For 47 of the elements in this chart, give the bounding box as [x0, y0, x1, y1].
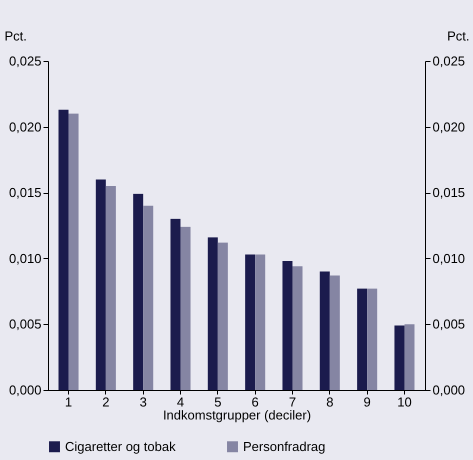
- bar: [404, 324, 414, 390]
- x-tick-label: 5: [214, 394, 222, 410]
- y-tick-label: 0,000: [8, 382, 42, 398]
- bar: [180, 226, 191, 390]
- bar: [208, 237, 218, 390]
- bar: [58, 110, 69, 390]
- y2-tick-label: 0,025: [432, 54, 466, 68]
- bar: [68, 114, 79, 390]
- x-tick-label: 8: [326, 394, 334, 410]
- bar: [292, 266, 303, 390]
- bar: [245, 254, 256, 390]
- x-tick-label: 2: [102, 394, 110, 410]
- bar: [394, 326, 404, 390]
- bar: [96, 179, 106, 390]
- x-tick-label: 6: [252, 394, 259, 410]
- y2-axis-title: Pct.: [447, 28, 470, 44]
- bar: [357, 288, 368, 390]
- x-tick-label: 10: [397, 394, 412, 410]
- bar: [106, 186, 116, 390]
- legend-label: Personfradrag: [243, 438, 326, 454]
- y2-tick-label: 0,015: [432, 185, 466, 200]
- bar: [255, 254, 266, 390]
- y2-tick-label: 0,010: [432, 250, 466, 266]
- x-tick-label: 4: [176, 394, 184, 410]
- y-tick-label: 0,015: [8, 185, 42, 200]
- bar: [133, 194, 144, 390]
- bar: [320, 272, 330, 390]
- y2-tick-label: 0,000: [432, 382, 466, 398]
- bar: [330, 276, 340, 390]
- bar: [170, 218, 180, 390]
- y-tick-label: 0,005: [8, 316, 42, 332]
- y-tick-label: 0,010: [8, 250, 42, 266]
- y-axis-title: Pct.: [4, 28, 27, 44]
- bar: [282, 261, 292, 390]
- x-tick-label: 3: [140, 394, 147, 410]
- x-tick-label: 1: [64, 394, 72, 410]
- y2-tick-label: 0,020: [432, 119, 466, 134]
- y2-tick-label: 0,005: [432, 316, 466, 332]
- y-tick-label: 0,025: [8, 54, 42, 68]
- bar: [143, 206, 154, 390]
- bar: [218, 242, 228, 390]
- x-tick-label: 7: [288, 394, 296, 410]
- bar: [367, 288, 378, 390]
- legend-label: Cigaretter og tobak: [65, 438, 176, 454]
- y-tick-label: 0,020: [8, 119, 42, 134]
- x-tick-label: 9: [364, 394, 371, 410]
- x-axis-title: Indkomstgrupper (deciler): [162, 408, 312, 422]
